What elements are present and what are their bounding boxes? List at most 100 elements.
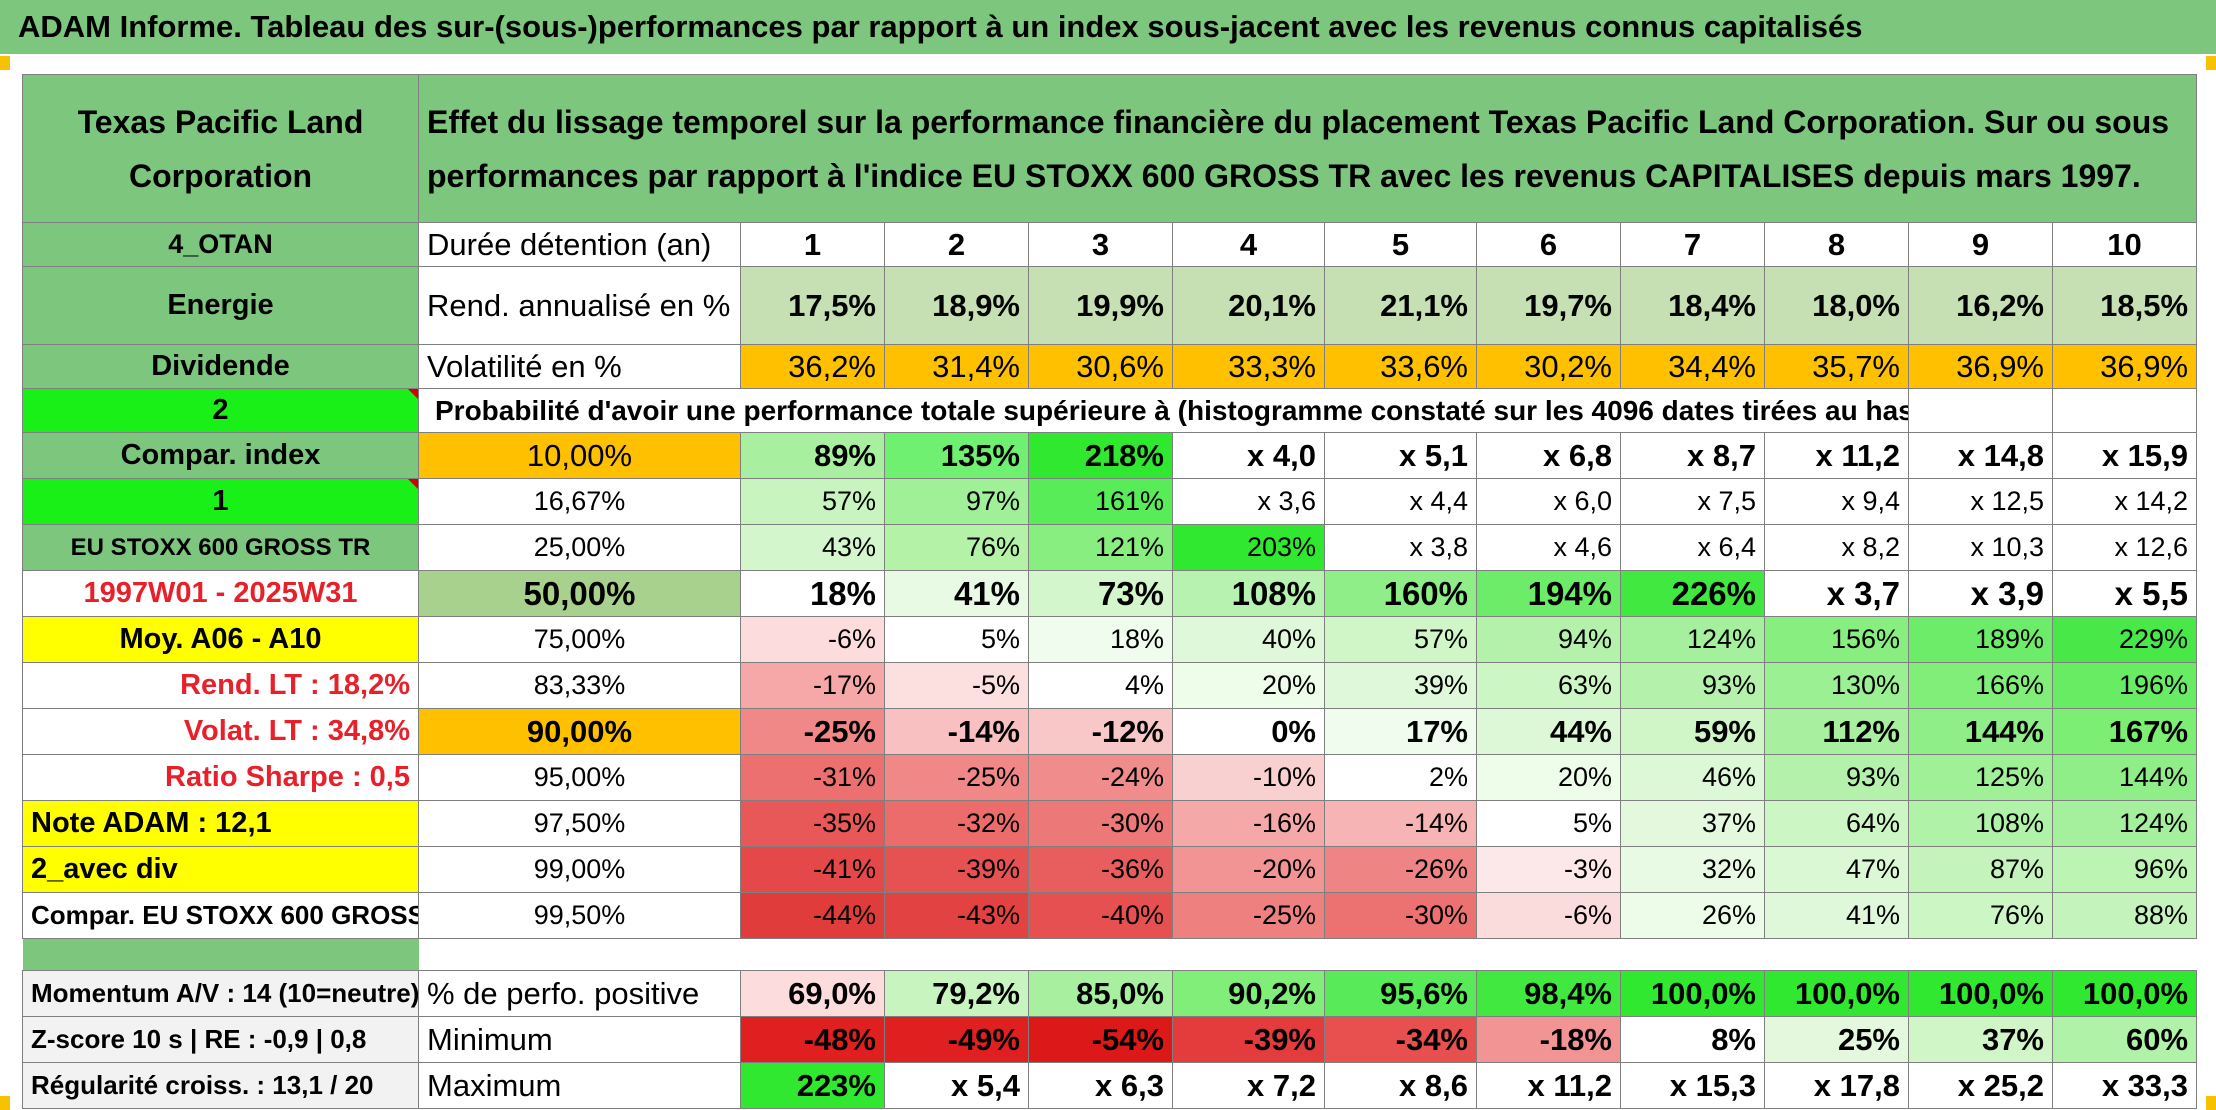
quantile-pct: 83,33% [418, 662, 741, 709]
quantile-cell: 124% [2051, 800, 2198, 847]
quantile-cell: x 3,9 [1908, 570, 2053, 617]
corner-marker [0, 1096, 10, 1110]
report-title: ADAM Informe. Tableau des sur-(sous-)per… [0, 0, 2216, 54]
duration-cell: 5 [1324, 222, 1477, 267]
spacer-cell [22, 938, 419, 971]
momentum-label: Momentum A/V : 14 (10=neutre) [22, 970, 419, 1017]
duration-cell: 9 [1908, 222, 2053, 267]
quantile-cell: 87% [1908, 846, 2053, 893]
vol-cell: 34,4% [1620, 344, 1765, 389]
quantile-cell: -16% [1172, 800, 1325, 847]
quantile-cell: 218% [1028, 432, 1173, 479]
quantile-row: Rend. LT : 18,2% 83,33% -17% -5% 4% 20% … [22, 662, 2198, 709]
num1-label: 1 [22, 478, 419, 525]
corner-marker [2206, 56, 2216, 70]
max-cell: x 25,2 [1908, 1062, 2053, 1109]
vol-cell: 31,4% [884, 344, 1029, 389]
quantile-cell: 97% [884, 478, 1029, 525]
quantile-cell: 189% [1908, 616, 2053, 663]
rend-cell: 21,1% [1324, 266, 1477, 345]
quantile-cell: 94% [1476, 616, 1621, 663]
rend-cell: 17,5% [740, 266, 885, 345]
quantile-cell: x 9,4 [1764, 478, 1909, 525]
quantile-cell: 76% [1908, 892, 2053, 939]
min-cell: -34% [1324, 1016, 1477, 1063]
quantile-cell: 96% [2051, 846, 2198, 893]
note-label: Note ADAM : 12,1 [22, 800, 419, 847]
quantile-cell: 156% [1764, 616, 1909, 663]
quantile-cell: 89% [740, 432, 885, 479]
quantile-pct: 25,00% [418, 524, 741, 571]
quantile-pct: 99,50% [418, 892, 741, 939]
quantile-cell: -32% [884, 800, 1029, 847]
positive-row: Momentum A/V : 14 (10=neutre) % de perfo… [22, 970, 2198, 1017]
spacer-cell [419, 939, 2197, 971]
vol-cell: 36,2% [740, 344, 885, 389]
quantile-cell: 135% [884, 432, 1029, 479]
max-cell: x 5,4 [884, 1062, 1029, 1109]
quantile-cell: 37% [1620, 800, 1765, 847]
quantile-cell: -44% [740, 892, 885, 939]
quantile-row: Moy. A06 - A10 75,00% -6% 5% 18% 40% 57%… [22, 616, 2198, 663]
quantile-cell: 166% [1908, 662, 2053, 709]
quantile-cell: x 5,1 [1324, 432, 1477, 479]
max-label: Maximum [418, 1062, 741, 1109]
regularite-label: Régularité croiss. : 13,1 / 20 [22, 1062, 419, 1109]
header-description: Effet du lissage temporel sur la perform… [417, 74, 2198, 223]
compar-index-label: Compar. index [22, 432, 419, 479]
quantile-cell: -25% [1172, 892, 1325, 939]
duration-cell: 2 [884, 222, 1029, 267]
quantile-cell: x 11,2 [1764, 432, 1909, 479]
sector-label: Energie [22, 266, 419, 345]
quantile-cell: x 14,8 [1908, 432, 2053, 479]
quantile-cell: 63% [1476, 662, 1621, 709]
moy-label: Moy. A06 - A10 [22, 616, 419, 663]
vol-row: Dividende Volatilité en % 36,2% 31,4% 30… [22, 344, 2198, 389]
quantile-pct: 97,50% [418, 800, 741, 847]
pos-cell: 100,0% [1764, 970, 1909, 1017]
quantile-cell: x 4,0 [1172, 432, 1325, 479]
quantile-cell: 93% [1764, 754, 1909, 801]
quantile-cell: x 6,0 [1476, 478, 1621, 525]
quantile-cell: x 8,2 [1764, 524, 1909, 571]
quantile-cell: -24% [1028, 754, 1173, 801]
quantile-cell: 17% [1324, 708, 1477, 755]
quantile-cell: 108% [1908, 800, 2053, 847]
quantile-pct: 99,00% [418, 846, 741, 893]
quantile-cell: x 5,5 [2051, 570, 2198, 617]
quantile-cell: 144% [2051, 754, 2198, 801]
quantile-pct: 90,00% [418, 708, 741, 755]
performance-table: Texas Pacific Land Corporation Effet du … [22, 74, 2198, 1109]
quantile-cell: -14% [1324, 800, 1477, 847]
quantile-cell: x 12,6 [2051, 524, 2198, 571]
pos-cell: 100,0% [2051, 970, 2198, 1017]
rend-lt-label: Rend. LT : 18,2% [22, 662, 419, 709]
quantile-cell: -39% [884, 846, 1029, 893]
quantile-pct: 10,00% [418, 432, 741, 479]
quantile-pct: 50,00% [418, 570, 741, 617]
quantile-cell: 41% [1764, 892, 1909, 939]
quantile-cell: 57% [740, 478, 885, 525]
quantile-cell: 125% [1908, 754, 2053, 801]
company-name: Texas Pacific Land Corporation [22, 74, 419, 223]
vol-label: Volatilité en % [418, 344, 741, 389]
quantile-cell: 44% [1476, 708, 1621, 755]
rend-row: Energie Rend. annualisé en % 17,5% 18,9%… [22, 266, 2198, 345]
empty-cell [1908, 388, 2053, 433]
quantile-cell: -43% [884, 892, 1029, 939]
pos-cell: 100,0% [1908, 970, 2053, 1017]
minimum-row: Z-score 10 s | RE : -0,9 | 0,8 Minimum -… [22, 1016, 2198, 1063]
rend-cell: 18,5% [2051, 266, 2198, 345]
quantile-cell: 194% [1476, 570, 1621, 617]
corner-marker [0, 56, 10, 70]
vol-cell: 33,3% [1172, 344, 1325, 389]
quantile-row: Ratio Sharpe : 0,5 95,00% -31% -25% -24%… [22, 754, 2198, 801]
quantile-cell: 112% [1764, 708, 1909, 755]
quantile-cell: x 4,6 [1476, 524, 1621, 571]
min-cell: 60% [2051, 1016, 2198, 1063]
quantile-row: Compar. EU STOXX 600 GROSS TR 99,50% -44… [22, 892, 2198, 939]
quantile-cell: -3% [1476, 846, 1621, 893]
company-code: 4_OTAN [22, 222, 419, 267]
quantile-cell: 43% [740, 524, 885, 571]
quantile-cell: -30% [1324, 892, 1477, 939]
